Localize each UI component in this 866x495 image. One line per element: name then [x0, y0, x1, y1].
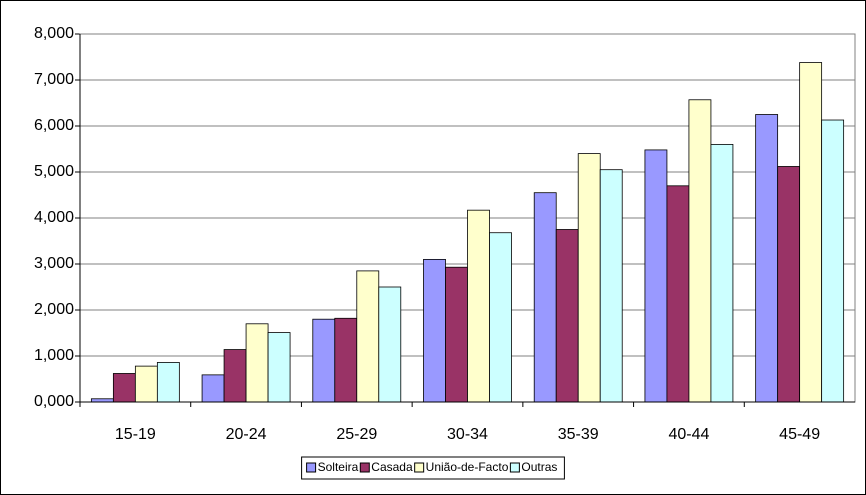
bar	[423, 258, 446, 403]
bar	[223, 349, 247, 403]
legend: Solteira Casada União-de-Facto Outras	[301, 456, 565, 480]
x-tick-label: 45-49	[779, 426, 820, 443]
legend-label: Casada	[371, 460, 413, 474]
bar	[489, 232, 512, 403]
bar	[267, 332, 291, 403]
y-tick-label: 7,000	[34, 71, 74, 88]
y-tick-label: 6,000	[34, 117, 74, 134]
bar	[356, 270, 380, 403]
bar	[688, 99, 712, 403]
y-tick-label: 5,000	[34, 163, 74, 180]
bar	[644, 149, 668, 403]
x-tick-label: 40-44	[668, 426, 709, 443]
legend-label: Outras	[521, 460, 557, 474]
x-tick-label: 30-34	[447, 426, 488, 443]
bar	[577, 153, 601, 403]
legend-swatch	[306, 462, 317, 473]
y-tick-label: 0,000	[34, 393, 74, 410]
bar	[445, 266, 468, 403]
bar	[777, 166, 801, 403]
legend-label: União-de-Facto	[426, 460, 509, 474]
bar	[710, 143, 734, 403]
x-tick-label: 20-24	[226, 426, 267, 443]
bar	[599, 169, 623, 403]
bar	[156, 362, 180, 403]
legend-swatch	[509, 462, 520, 473]
y-tick-label: 1,000	[34, 347, 74, 364]
legend-swatch	[414, 462, 425, 473]
bar	[666, 185, 690, 403]
legend-label: Solteira	[318, 460, 359, 474]
y-tick-label: 3,000	[34, 255, 74, 272]
bar	[755, 114, 779, 403]
bar	[533, 192, 557, 403]
y-tick-label: 2,000	[34, 301, 74, 318]
bar	[467, 209, 490, 403]
x-tick-label: 25-29	[336, 426, 377, 443]
bar	[378, 286, 402, 403]
bar	[245, 323, 269, 403]
bar	[555, 229, 579, 403]
bar	[134, 365, 158, 403]
x-tick-label: 35-39	[558, 426, 599, 443]
y-tick-label: 8,000	[34, 25, 74, 42]
y-tick-label: 4,000	[34, 209, 74, 226]
bar	[334, 317, 358, 403]
bar	[312, 318, 336, 403]
legend-swatch	[359, 462, 370, 473]
bar	[821, 119, 845, 403]
bar	[112, 373, 136, 403]
x-tick-label: 15-19	[115, 426, 156, 443]
bar	[201, 374, 225, 403]
bar	[799, 62, 823, 403]
